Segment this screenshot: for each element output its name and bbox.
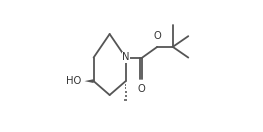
Text: HO: HO bbox=[66, 76, 81, 86]
Text: N: N bbox=[123, 52, 130, 62]
Polygon shape bbox=[84, 79, 94, 83]
Text: O: O bbox=[138, 84, 145, 94]
Text: O: O bbox=[153, 31, 161, 41]
